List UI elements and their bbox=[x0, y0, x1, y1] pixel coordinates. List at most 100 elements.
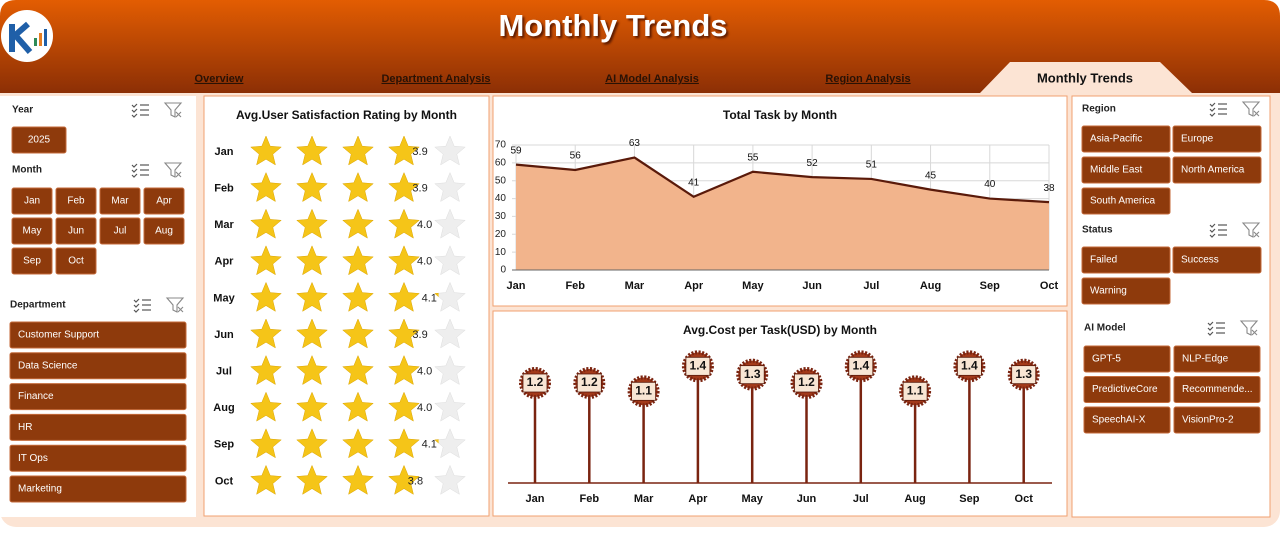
icon-check bbox=[1207, 321, 1214, 326]
slicer-item[interactable]: Oct bbox=[68, 256, 84, 267]
icon-check bbox=[131, 103, 138, 108]
slicer-button[interactable] bbox=[1172, 246, 1262, 274]
clear-filter-icon[interactable] bbox=[1239, 320, 1259, 336]
clear-filter-icon[interactable] bbox=[163, 162, 183, 178]
icon-check bbox=[1209, 107, 1216, 112]
slicer-item[interactable]: SpeechAI-X bbox=[1092, 415, 1146, 426]
slicer-button[interactable] bbox=[1083, 376, 1171, 403]
slicer-button[interactable] bbox=[11, 187, 53, 215]
slicer-item[interactable]: Jul bbox=[114, 226, 127, 237]
slicer-item[interactable]: Data Science bbox=[18, 360, 78, 371]
slicer-item[interactable]: May bbox=[23, 226, 42, 237]
icon-check bbox=[1207, 326, 1214, 331]
slicer-button[interactable] bbox=[9, 413, 187, 441]
slicer-button[interactable] bbox=[55, 187, 97, 215]
slicer-item[interactable]: HR bbox=[18, 422, 32, 433]
slicer-button[interactable] bbox=[9, 383, 187, 411]
multi-select-icon[interactable] bbox=[1207, 321, 1225, 336]
x-tick-label: Jul bbox=[863, 280, 879, 292]
slicer-item[interactable]: IT Ops bbox=[18, 453, 48, 464]
slicer-item[interactable]: Recommende... bbox=[1182, 384, 1253, 395]
slicer-item[interactable]: Sep bbox=[23, 256, 41, 267]
slicer-item[interactable]: Middle East bbox=[1090, 165, 1142, 176]
data-label: 1.3 bbox=[1015, 367, 1032, 381]
data-label: 52 bbox=[807, 158, 819, 169]
slicer-item[interactable]: Europe bbox=[1181, 134, 1214, 145]
nav-tab[interactable]: AI Model Analysis bbox=[605, 73, 699, 85]
slicer-button[interactable] bbox=[1173, 406, 1261, 434]
data-label: 1.2 bbox=[581, 375, 598, 389]
slicer-button[interactable] bbox=[9, 352, 187, 380]
slicer-button[interactable] bbox=[1081, 246, 1171, 274]
nav-tab[interactable]: Department Analysis bbox=[381, 73, 490, 85]
rating-stars bbox=[250, 319, 420, 349]
slicer-button[interactable] bbox=[1081, 277, 1171, 305]
rating-stars bbox=[250, 136, 420, 166]
slicer-item[interactable]: Warning bbox=[1090, 286, 1127, 297]
multi-select-icon[interactable] bbox=[131, 103, 149, 118]
slicer-button[interactable] bbox=[55, 217, 97, 245]
slicer-button[interactable] bbox=[1081, 125, 1171, 153]
rating-panel bbox=[203, 95, 490, 517]
slicer-item[interactable]: South America bbox=[1090, 196, 1155, 207]
nav-tab[interactable]: Overview bbox=[195, 73, 244, 85]
clear-filter-icon[interactable] bbox=[1241, 101, 1261, 117]
slicer-button[interactable] bbox=[9, 475, 187, 503]
nav-tab[interactable]: Region Analysis bbox=[825, 73, 910, 85]
slicer-button[interactable] bbox=[11, 217, 53, 245]
slicer-item[interactable]: VisionPro-2 bbox=[1182, 415, 1234, 426]
slicer-button[interactable] bbox=[1173, 345, 1261, 373]
slicer-button[interactable] bbox=[1172, 125, 1262, 153]
slicer-button[interactable] bbox=[99, 187, 141, 215]
clear-filter-icon[interactable] bbox=[1241, 222, 1261, 238]
value-label: 3.9 bbox=[412, 183, 427, 195]
slicer-item[interactable]: Success bbox=[1181, 255, 1219, 266]
slicer-item[interactable]: Mar bbox=[111, 196, 129, 207]
slicer-item[interactable]: PredictiveCore bbox=[1092, 384, 1158, 395]
slicer-button[interactable] bbox=[143, 187, 185, 215]
slicer-button[interactable] bbox=[143, 217, 185, 245]
slicer-button[interactable] bbox=[1173, 376, 1261, 403]
clear-filter-icon[interactable] bbox=[163, 102, 183, 118]
slicer-button[interactable] bbox=[11, 126, 67, 154]
slicer-button[interactable] bbox=[55, 247, 97, 275]
header-bar bbox=[0, 0, 1280, 93]
slicer-button[interactable] bbox=[9, 444, 187, 472]
label-box bbox=[685, 356, 711, 376]
icon-check bbox=[131, 168, 138, 173]
slicer-item[interactable]: Aug bbox=[155, 226, 173, 237]
slicer-item[interactable]: Failed bbox=[1090, 255, 1117, 266]
slicer-item[interactable]: Apr bbox=[156, 196, 172, 207]
slicer-button[interactable] bbox=[99, 217, 141, 245]
slicer-item[interactable]: 2025 bbox=[28, 135, 51, 146]
slicer-item[interactable]: Jan bbox=[24, 196, 40, 207]
slicer-button[interactable] bbox=[1081, 187, 1171, 215]
slicer-item[interactable]: NLP-Edge bbox=[1182, 354, 1229, 365]
slicer-item[interactable]: Asia-Pacific bbox=[1090, 134, 1142, 145]
x-tick-label: Jul bbox=[853, 493, 869, 505]
slicer-item[interactable]: Jun bbox=[68, 226, 84, 237]
multi-select-icon[interactable] bbox=[1209, 223, 1227, 238]
slicer-item[interactable]: Finance bbox=[18, 391, 54, 402]
slicer-button[interactable] bbox=[1081, 156, 1171, 184]
slicer-button[interactable] bbox=[1172, 156, 1262, 184]
slicer-item[interactable]: North America bbox=[1181, 165, 1245, 176]
slicer-item[interactable]: Customer Support bbox=[18, 330, 99, 341]
slicer-item[interactable]: GPT-5 bbox=[1092, 354, 1121, 365]
multi-select-icon[interactable] bbox=[131, 163, 149, 178]
y-tick-label: 30 bbox=[495, 211, 507, 222]
label-box bbox=[848, 356, 874, 376]
slicer-button[interactable] bbox=[9, 321, 187, 349]
multi-select-icon[interactable] bbox=[133, 298, 151, 313]
icon-check bbox=[131, 113, 138, 118]
nav-tab[interactable]: Monthly Trends bbox=[1037, 70, 1133, 85]
multi-select-icon[interactable] bbox=[1209, 102, 1227, 117]
slicer-item[interactable]: Marketing bbox=[18, 484, 62, 495]
category-label: Jan bbox=[215, 146, 234, 158]
slicer-item[interactable]: Feb bbox=[67, 196, 85, 207]
clear-filter-icon[interactable] bbox=[165, 297, 185, 313]
slicer-button[interactable] bbox=[1083, 406, 1171, 434]
slicer-button[interactable] bbox=[11, 247, 53, 275]
slicer-button[interactable] bbox=[1083, 345, 1171, 373]
